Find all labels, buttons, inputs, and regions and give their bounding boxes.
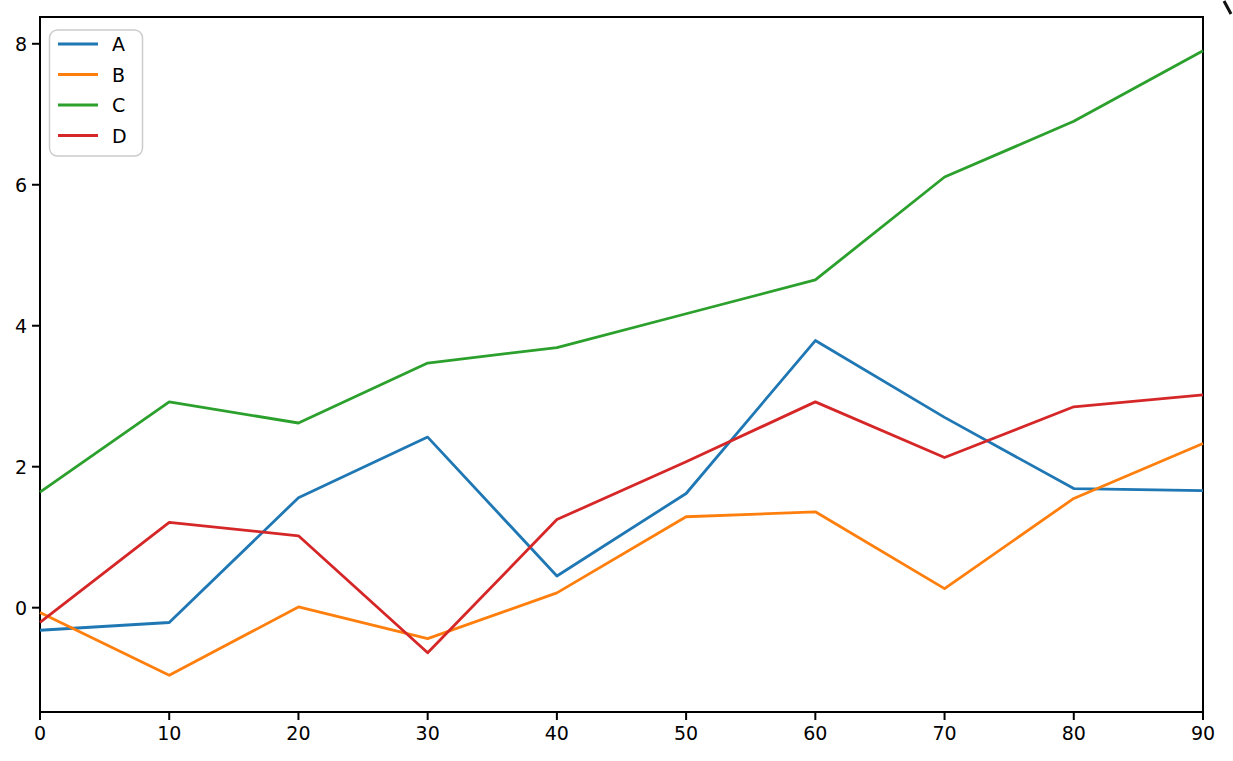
x-tick-label: 40 [545, 722, 569, 744]
x-tick-label: 70 [932, 722, 956, 744]
x-tick-label: 10 [157, 722, 181, 744]
series-line-D [40, 395, 1203, 653]
x-tick-label: 20 [286, 722, 310, 744]
legend [50, 30, 143, 156]
y-tick-label: 0 [15, 597, 27, 619]
screen-edge-artifact [1224, 1, 1231, 14]
x-tick-label: 90 [1191, 722, 1215, 744]
series-line-B [40, 443, 1203, 675]
series-line-A [40, 341, 1203, 631]
x-tick-label: 30 [416, 722, 440, 744]
x-tick-label: 50 [674, 722, 698, 744]
legend-label-C: C [112, 94, 125, 116]
plot-border [40, 17, 1203, 712]
line-chart: 0 10 20 30 40 50 60 70 80 90 0 2 4 6 8 ABCD [0, 0, 1233, 761]
y-tick-label: 2 [15, 456, 27, 478]
y-tick-label: 8 [15, 33, 27, 55]
x-tick-label: 60 [803, 722, 827, 744]
figure: 0 10 20 30 40 50 60 70 80 90 0 2 4 6 8 ABCD [0, 0, 1233, 761]
x-tick-label: 80 [1062, 722, 1086, 744]
x-tick-label: 0 [34, 722, 46, 744]
legend-label-D: D [112, 125, 127, 147]
y-tick-label: 4 [15, 315, 27, 337]
legend-label-B: B [112, 64, 125, 86]
legend-label-A: A [112, 33, 125, 55]
y-tick-label: 6 [15, 174, 27, 196]
